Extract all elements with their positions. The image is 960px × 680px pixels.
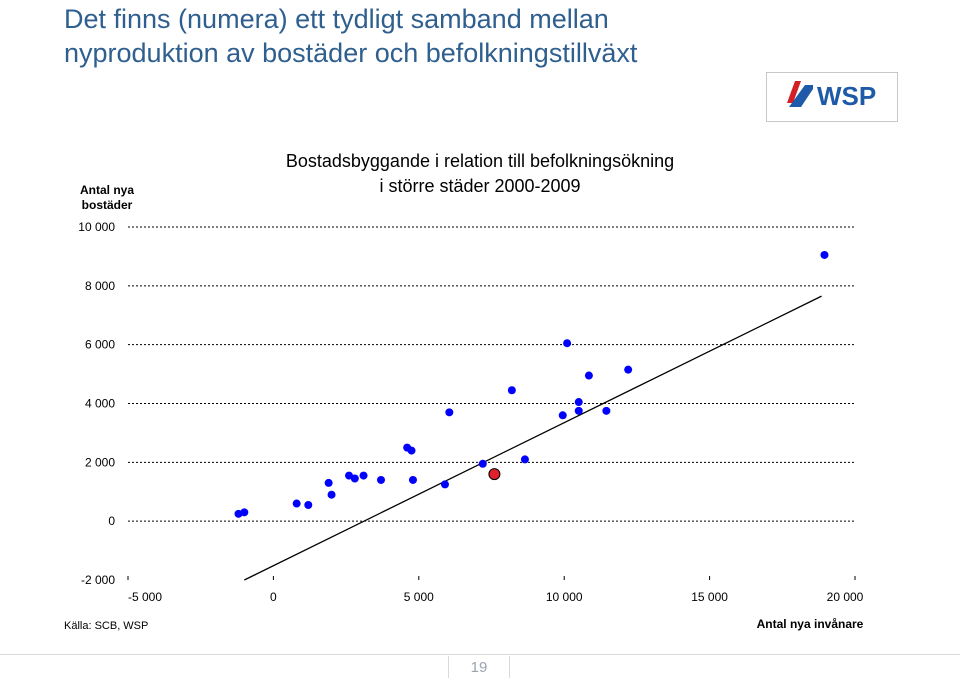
data-point bbox=[327, 490, 336, 499]
data-point bbox=[584, 371, 593, 380]
data-point bbox=[376, 475, 385, 484]
chart-title-line-1: Bostadsbyggande i relation till befolkni… bbox=[286, 151, 674, 171]
y-tick-label: 2 000 bbox=[85, 455, 115, 469]
x-tick-label: 10 000 bbox=[546, 590, 583, 604]
data-point bbox=[408, 475, 417, 484]
slide-title: Det finns (numera) ett tydligt samband m… bbox=[64, 2, 764, 70]
data-point bbox=[478, 459, 487, 468]
wsp-logo: WSP bbox=[766, 72, 898, 122]
y-tick-label: -2 000 bbox=[81, 573, 115, 587]
y-axis-ticks: -2 000 0 2 000 4 000 6 000 8 000 10 000 bbox=[78, 220, 115, 587]
data-point bbox=[558, 411, 567, 420]
data-point bbox=[304, 500, 313, 509]
x-tick-label: 5 000 bbox=[404, 590, 434, 604]
data-point bbox=[240, 508, 249, 517]
data-points bbox=[234, 250, 829, 518]
y-axis-label-line-2: bostäder bbox=[82, 198, 133, 212]
highlight-point bbox=[488, 468, 501, 481]
y-tick-label: 0 bbox=[108, 514, 115, 528]
slide-title-line-2: nyproduktion av bostäder och befolknings… bbox=[64, 38, 638, 68]
y-tick-label: 10 000 bbox=[78, 220, 115, 234]
y-tick-label: 8 000 bbox=[85, 279, 115, 293]
data-point bbox=[359, 471, 368, 480]
x-tick-label: 15 000 bbox=[691, 590, 728, 604]
wsp-logo-mark: WSP bbox=[787, 81, 876, 111]
y-axis-label-line-1: Antal nya bbox=[80, 183, 134, 197]
x-tick-label: 0 bbox=[270, 590, 277, 604]
y-tick-label: 4 000 bbox=[85, 397, 115, 411]
data-point bbox=[563, 339, 572, 348]
x-tick-label: 20 000 bbox=[827, 590, 864, 604]
y-tick-label: 6 000 bbox=[85, 338, 115, 352]
data-point bbox=[292, 499, 301, 508]
x-axis-label: Antal nya invånare bbox=[757, 617, 864, 631]
data-point bbox=[445, 408, 454, 417]
data-point bbox=[602, 406, 611, 415]
data-point bbox=[624, 365, 633, 374]
source-note: Källa: SCB, WSP bbox=[64, 620, 149, 632]
logo-red-shape bbox=[787, 81, 801, 103]
logo-blue-shape bbox=[789, 85, 813, 107]
data-point bbox=[324, 478, 333, 487]
x-axis-ticks: -5 000 0 5 000 10 000 15 000 20 000 bbox=[127, 576, 864, 604]
trendline bbox=[244, 295, 822, 581]
data-point bbox=[820, 250, 829, 259]
data-point bbox=[350, 474, 359, 483]
chart-grid bbox=[128, 226, 855, 522]
data-point bbox=[574, 398, 583, 407]
slide-title-line-1: Det finns (numera) ett tydligt samband m… bbox=[64, 4, 609, 34]
data-point bbox=[520, 455, 529, 464]
data-point bbox=[574, 406, 583, 415]
page-number: 19 bbox=[448, 656, 510, 678]
chart-title-line-2: i större städer 2000-2009 bbox=[379, 176, 580, 196]
data-point bbox=[507, 386, 516, 395]
footer-divider bbox=[0, 654, 960, 655]
data-point bbox=[440, 480, 449, 489]
logo-text: WSP bbox=[817, 81, 876, 111]
x-tick-label: -5 000 bbox=[128, 590, 162, 604]
data-point bbox=[407, 446, 416, 455]
